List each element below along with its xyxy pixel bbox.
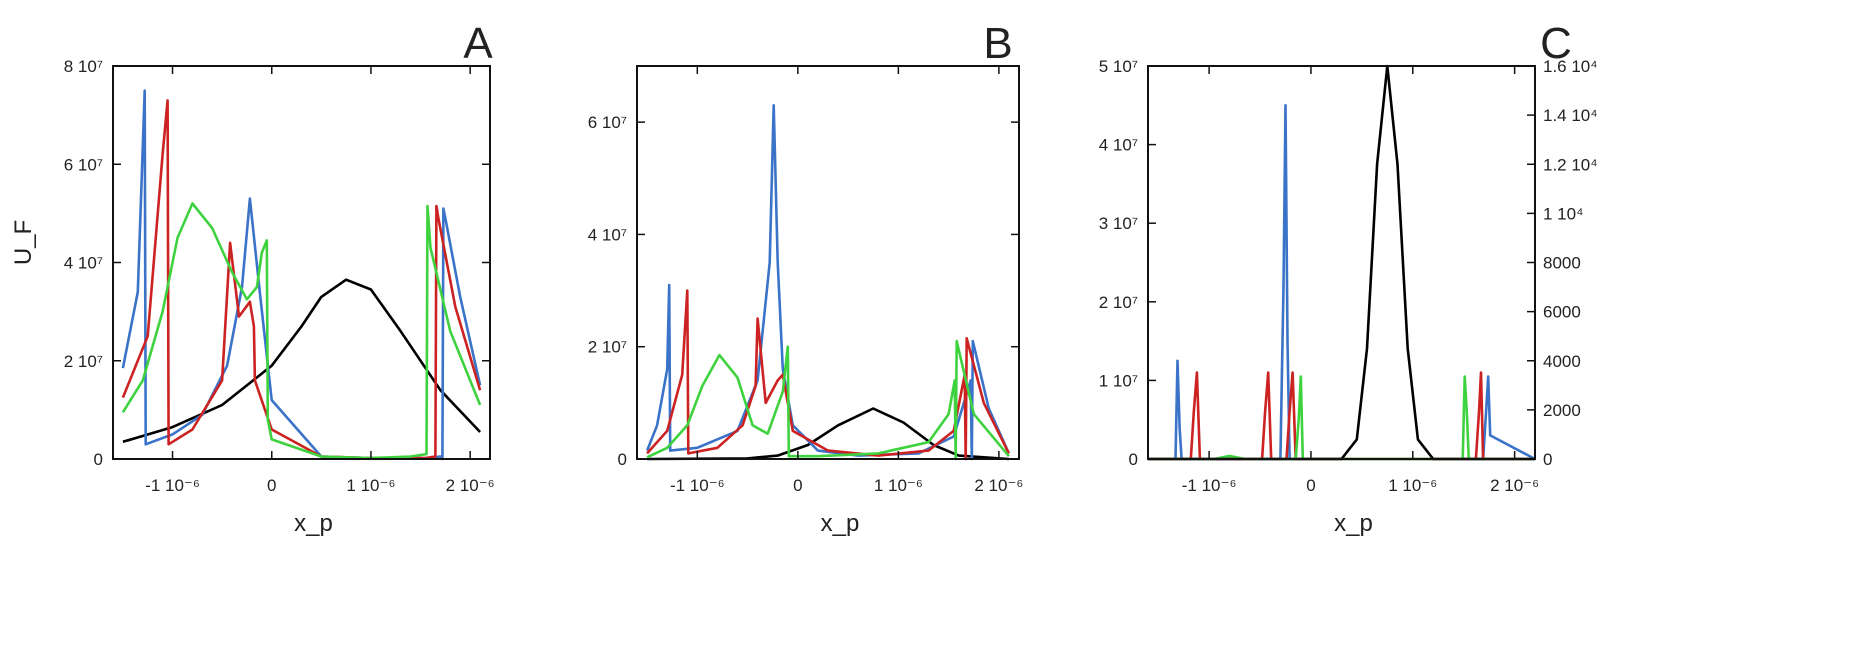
series-line-3: [1148, 64, 1535, 461]
y-tick-label: 4 10⁷: [588, 225, 627, 244]
panel-letter: C: [1540, 19, 1572, 68]
y2-tick-label: 1.2 10⁴: [1543, 155, 1598, 174]
panel-letter: A: [463, 19, 493, 68]
y-tick-label: 3 10⁷: [1099, 214, 1138, 233]
series-line-1: [645, 104, 1011, 461]
y-tick-label: 0: [1129, 450, 1138, 469]
panel-letter: B: [983, 19, 1012, 68]
x-tick-label: 0: [793, 476, 802, 495]
x-tick-label: 2 10⁻⁶: [974, 476, 1023, 495]
x-tick-label: 1 10⁻⁶: [346, 476, 395, 495]
y-tick-label: 0: [94, 450, 103, 469]
x-tick-label: 2 10⁻⁶: [1490, 476, 1539, 495]
y-tick-label: 8 10⁷: [64, 57, 103, 76]
y2-tick-label: 8000: [1543, 254, 1581, 273]
series-line-3: [646, 339, 1010, 461]
plot-frame: [1147, 65, 1536, 460]
y-tick-label: 2 10⁷: [64, 352, 103, 371]
series-line-0: [647, 407, 1009, 461]
x-tick-label: -1 10⁻⁶: [145, 476, 200, 495]
y-tick-label: 2 10⁷: [1099, 293, 1138, 312]
y-tick-label: 6 10⁷: [64, 155, 103, 174]
x-axis-label: x_p: [821, 510, 860, 537]
series-line-2: [1148, 375, 1535, 461]
series-line-3: [121, 202, 482, 460]
plot-frame: [636, 65, 1020, 460]
x-tick-label: 2 10⁻⁶: [446, 476, 495, 495]
x-tick-label: -1 10⁻⁶: [670, 476, 725, 495]
y-tick-label: 4 10⁷: [64, 254, 103, 273]
y-tick-label: 0: [618, 450, 627, 469]
panel-a: -1 10⁻⁶ 0 1 10⁻⁶ 2 10⁻⁶ 0 2 10⁷ 4 10⁷ 6 10⁷ 8 10…: [10, 19, 495, 537]
series-line-2: [121, 99, 482, 460]
series-line-2: [646, 289, 1011, 461]
x-tick-label: 0: [267, 476, 276, 495]
y2-tick-label: 0: [1543, 450, 1552, 469]
y2-tick-label: 4000: [1543, 352, 1581, 371]
x-axis-label: x_p: [1334, 510, 1373, 537]
y2-tick-label: 2000: [1543, 401, 1581, 420]
x-axis-label: x_p: [294, 510, 333, 537]
series-line-0: [1148, 104, 1536, 461]
y-tick-label: 5 10⁷: [1099, 57, 1138, 76]
y-tick-label: 4 10⁷: [1099, 136, 1138, 155]
x-tick-label: -1 10⁻⁶: [1182, 476, 1237, 495]
y-tick-label: 6 10⁷: [588, 113, 627, 132]
x-tick-label: 1 10⁻⁶: [874, 476, 923, 495]
y-tick-label: 2 10⁷: [588, 338, 627, 357]
y-tick-label: 1 10⁷: [1099, 371, 1138, 390]
series-line-0: [122, 278, 482, 444]
panel-b: -1 10⁻⁶ 0 1 10⁻⁶ 2 10⁻⁶ 0 2 10⁷ 4 10⁷ 6 10⁷ x_p B: [588, 19, 1024, 537]
series-line-1: [1148, 371, 1535, 461]
y2-tick-label: 1.4 10⁴: [1543, 106, 1598, 125]
x-tick-label: 0: [1306, 476, 1315, 495]
y-axis-label: U_F: [10, 220, 37, 265]
y2-tick-label: 1.6 10⁴: [1543, 57, 1598, 76]
x-tick-label: 1 10⁻⁶: [1388, 476, 1437, 495]
y2-tick-label: 6000: [1543, 303, 1581, 322]
y2-tick-label: 1 10⁴: [1543, 204, 1583, 223]
